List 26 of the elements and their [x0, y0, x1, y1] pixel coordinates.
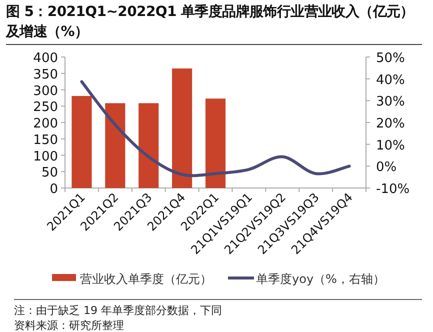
y-tick-label: 400: [33, 51, 58, 66]
y2-tick-label: 50%: [376, 51, 405, 66]
y2-tick-label: -10%: [376, 182, 410, 197]
legend-label: 营业收入单季度（亿元）: [80, 272, 212, 286]
bar: [172, 68, 192, 188]
y-tick-label: 200: [33, 116, 58, 132]
y2-tick-label: 30%: [376, 94, 405, 110]
y2-tick-label: 40%: [376, 72, 405, 88]
y2-tick-label: 0%: [376, 160, 397, 176]
y2-tick-label: 10%: [376, 138, 405, 154]
y-tick-label: 250: [33, 100, 58, 116]
text: 资料来源：研究所整理: [14, 318, 124, 332]
y-tick-label: 350: [33, 67, 58, 82]
y2-tick-label: 20%: [376, 116, 405, 132]
y-tick-label: 100: [33, 149, 58, 164]
legend-label: 单季度yoy（%，右轴）: [256, 272, 385, 286]
y-tick-label: 50: [41, 166, 58, 181]
bar: [105, 103, 126, 188]
text: 注：由于缺乏 19 年单季度部分数据，下同: [14, 303, 222, 318]
bar: [72, 96, 92, 188]
y-tick-label: 150: [33, 132, 58, 148]
chart-title: 图 5：2021Q1~2022Q1 单季度品牌服饰行业营业收入（亿元）及增速（%）: [6, 2, 415, 42]
y-tick-label: 0: [50, 182, 58, 197]
bar: [205, 98, 226, 188]
bar: [138, 103, 159, 188]
y-tick-label: 300: [33, 84, 58, 99]
